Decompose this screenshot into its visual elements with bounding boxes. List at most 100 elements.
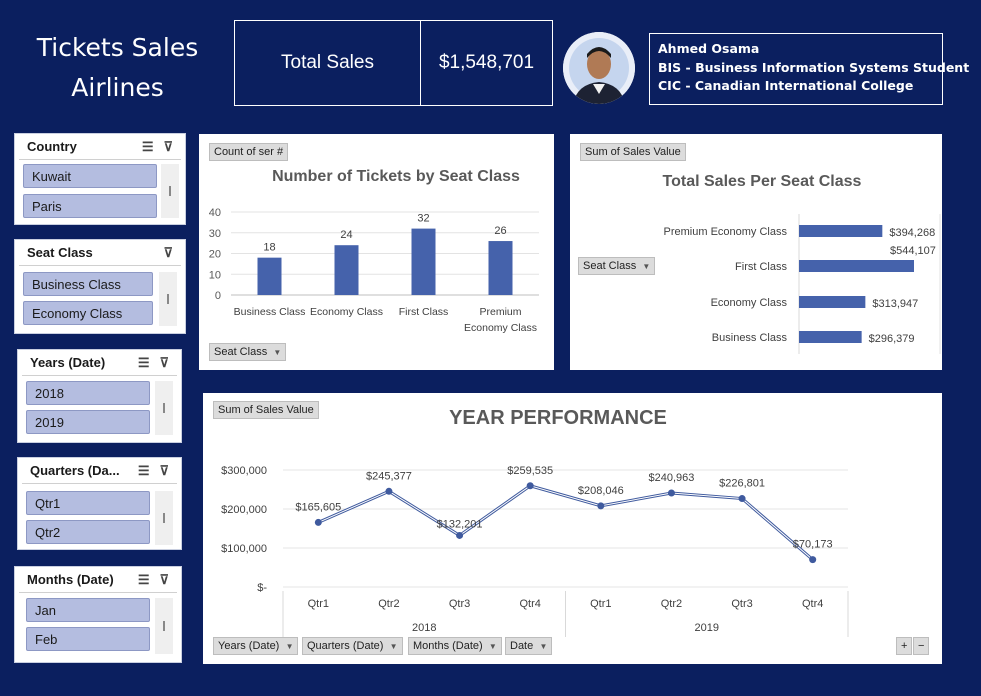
slicer-title: Years (Date) [30,355,106,370]
x-tick-label: Qtr2 [661,598,682,610]
data-label: $70,173 [793,539,833,551]
data-label: $132,201 [437,518,483,530]
dashboard-title: Tickets Sales Airlines [20,28,215,108]
seat-class-field-button[interactable]: Seat Class [209,343,287,361]
slicer-scrollbar[interactable] [155,598,173,654]
sales-hbar-chart: Total Sales Per Seat Class Premium Econo… [663,173,941,354]
sum-sales-field-button[interactable]: Sum of Sales Value [580,143,686,161]
author-info: Ahmed Osama BIS - Business Information S… [649,33,970,105]
slicer-item-2018[interactable]: 2018 [26,381,150,405]
slicer-item-business-class[interactable]: Business Class [23,272,153,296]
y-tick-label: $- [257,582,267,594]
y-tick-label: $300,000 [221,465,267,477]
slicer-item-paris[interactable]: Paris [23,194,157,218]
date-field-button[interactable]: Date [505,637,553,655]
total-sales-card: Total Sales $1,548,701 [234,20,553,106]
x-tick-label: First Class [399,306,449,318]
year-performance-line-chart: YEAR PERFORMANCE $- $100,000 $200,000 $300,… [221,407,849,637]
x-tick-label: Qtr1 [308,598,329,610]
multi-select-icon[interactable]: ☰ [137,354,150,370]
slicer-item-qtr2[interactable]: Qtr2 [26,520,150,544]
data-label: $313,947 [872,298,918,310]
seat-class-field-button[interactable]: Seat Class [578,257,656,275]
slicer-scrollbar[interactable] [155,491,173,545]
sum-sales-field-button[interactable]: Sum of Sales Value [213,401,319,419]
clear-filter-icon[interactable]: ⊽ [163,138,173,154]
slicer-item-2019[interactable]: 2019 [26,410,150,434]
data-label: $165,605 [295,501,341,513]
data-point [597,502,605,510]
y-tick-label: 40 [209,207,221,219]
year-performance-panel: Sum of Sales Value Years (Date) Quarters… [203,393,942,664]
data-label: $296,379 [869,333,915,345]
y-tick-label: Premium Economy Class [664,226,788,238]
clear-filter-icon[interactable]: ⊽ [159,571,169,587]
author-college: CIC - Canadian International College [658,78,914,93]
title-line-1: Tickets Sales [36,33,199,62]
bar [488,241,513,295]
data-label: 18 [263,242,275,254]
years-field-button[interactable]: Years (Date) [213,637,299,655]
slicer-scrollbar[interactable] [155,381,173,435]
clear-filter-icon[interactable]: ⊽ [159,354,169,370]
chart-title: Total Sales Per Seat Class [663,173,862,190]
data-point [385,487,393,495]
y-tick-label: 20 [209,249,221,261]
x-tick-label: Economy Class [310,306,383,318]
bar [334,245,359,295]
y-tick-label: 10 [209,269,221,281]
data-label: $544,107 [890,245,936,257]
bar [257,257,282,295]
data-point [809,556,817,564]
count-field-button[interactable]: Count of ser # [209,143,289,161]
multi-select-icon[interactable]: ☰ [137,571,150,587]
slicer-item-kuwait[interactable]: Kuwait [23,164,157,188]
clear-filter-icon[interactable]: ⊽ [163,244,173,260]
tickets-bar-chart: Number of Tickets by Seat Class 0 10 20 30 4… [209,168,539,334]
x-tick-label: Qtr1 [590,598,611,610]
slicer-title: Quarters (Da... [30,463,120,478]
data-point [667,489,675,497]
data-label: 24 [340,229,352,241]
kpi-value: $1,548,701 [438,52,535,73]
multi-select-icon[interactable]: ☰ [141,138,154,154]
y-tick-label: $100,000 [221,543,267,555]
bar [411,228,436,295]
title-line-2: Airlines [71,73,164,102]
data-label: 26 [494,225,506,237]
author-program: BIS - Business Information Systems Stude… [658,59,970,75]
slicer-item-jan[interactable]: Jan [26,598,150,622]
data-label: $240,963 [648,472,694,484]
slicer-scrollbar[interactable] [161,164,179,218]
chart-title: Number of Tickets by Seat Class [272,168,520,185]
series-line-highlight [318,485,814,561]
x-tick-label: Qtr3 [731,598,752,610]
months-field-button[interactable]: Months (Date) [408,637,502,655]
collapse-button[interactable]: − [913,637,929,655]
data-point [738,495,746,503]
y-tick-label: Economy Class [711,297,788,309]
data-label: 32 [417,213,429,225]
expand-button[interactable]: + [896,637,912,655]
clear-filter-icon[interactable]: ⊽ [159,462,169,478]
chart-title: YEAR PERFORMANCE [449,407,667,429]
country-slicer: Country ☰ ⊽ Kuwait Paris [14,133,186,225]
series-line [317,484,814,561]
x-tick-label: Economy Class [464,322,537,334]
group-label: 2018 [412,622,436,634]
data-point [314,518,322,526]
multi-select-icon[interactable]: ☰ [137,462,150,478]
x-tick-label: Qtr3 [449,598,470,610]
slicer-item-qtr1[interactable]: Qtr1 [26,491,150,515]
slicer-item-economy-class[interactable]: Economy Class [23,301,153,325]
group-label: 2019 [695,622,719,634]
x-tick-label: Premium [479,306,521,318]
months-slicer: Months (Date) ☰ ⊽ Jan Feb [14,566,182,663]
data-label: $208,046 [578,485,624,497]
data-label: $394,268 [889,227,935,239]
slicer-item-feb[interactable]: Feb [26,627,150,651]
quarters-field-button[interactable]: Quarters (Date) [302,637,403,655]
seat-class-slicer: Seat Class ⊽ Business Class Economy Clas… [14,239,186,334]
slicer-scrollbar[interactable] [159,272,177,326]
data-label: $245,377 [366,470,412,482]
